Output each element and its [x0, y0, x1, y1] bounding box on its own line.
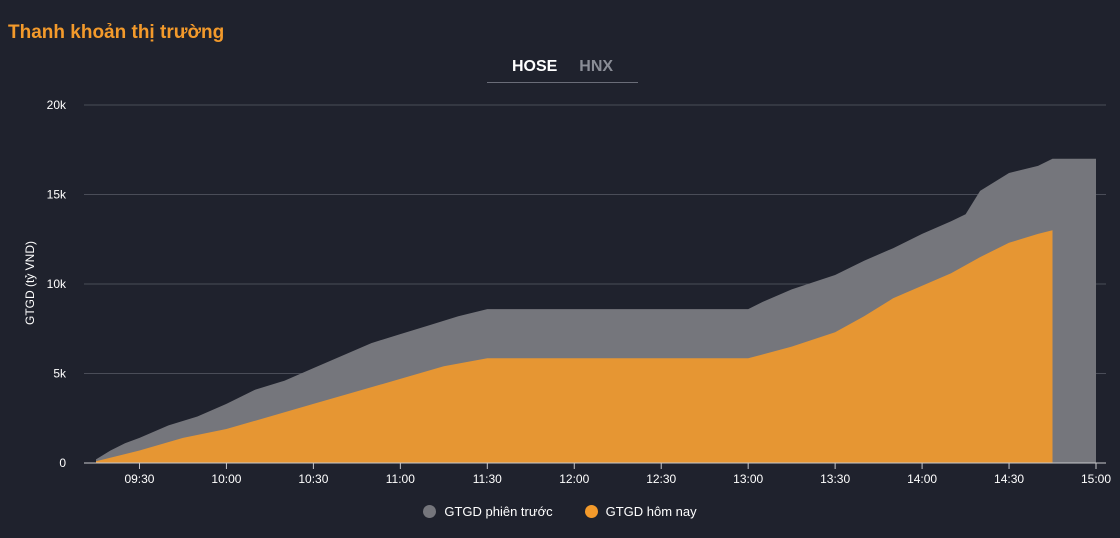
- x-tick-label: 15:00: [1081, 472, 1111, 486]
- legend-label-previous: GTGD phiên trước: [444, 504, 553, 519]
- y-axis-title: GTGD (tỷ VND): [23, 241, 37, 325]
- x-tick-label: 09:30: [124, 472, 154, 486]
- legend: GTGD phiên trước GTGD hôm nay: [0, 504, 1120, 519]
- area-today: [96, 230, 1053, 463]
- legend-label-today: GTGD hôm nay: [605, 504, 697, 519]
- x-tick-label: 11:00: [386, 472, 415, 486]
- x-tick-label: 12:00: [559, 472, 589, 486]
- tab-hnx[interactable]: HNX: [579, 58, 614, 75]
- page-title: Thanh khoản thị trường: [8, 22, 225, 43]
- x-tick-label: 11:30: [473, 472, 502, 486]
- x-tick-label: 13:30: [820, 472, 850, 486]
- legend-item-today[interactable]: GTGD hôm nay: [584, 504, 697, 519]
- x-tick-label: 14:00: [907, 472, 937, 486]
- legend-dot-previous: [423, 505, 437, 518]
- y-tick-label: 15k: [47, 188, 67, 202]
- area-series: [96, 158, 1096, 463]
- x-tick-label: 10:00: [211, 472, 241, 486]
- y-tick-label: 0: [59, 456, 66, 470]
- y-tick-label: 20k: [47, 98, 67, 112]
- y-tick-label: 10k: [47, 277, 67, 291]
- legend-dot-today: [584, 505, 598, 518]
- axes: [84, 462, 1106, 469]
- exchange-tabs: HOSE HNX: [487, 57, 638, 83]
- y-tick-labels: 0 5k 10k 15k 20k: [47, 98, 67, 470]
- x-tick-label: 12:30: [646, 472, 676, 486]
- tab-hose[interactable]: HOSE: [511, 58, 558, 75]
- x-tick-label: 10:30: [298, 472, 328, 486]
- x-tick-labels: 09:30 10:00 10:30 11:00 11:30 12:00 12:30 13:00…: [124, 472, 1111, 486]
- x-tick-label: 14:30: [994, 472, 1024, 486]
- y-tick-label: 5k: [53, 367, 67, 381]
- legend-item-previous[interactable]: GTGD phiên trước: [423, 504, 553, 519]
- x-tick-label: 13:00: [733, 472, 763, 486]
